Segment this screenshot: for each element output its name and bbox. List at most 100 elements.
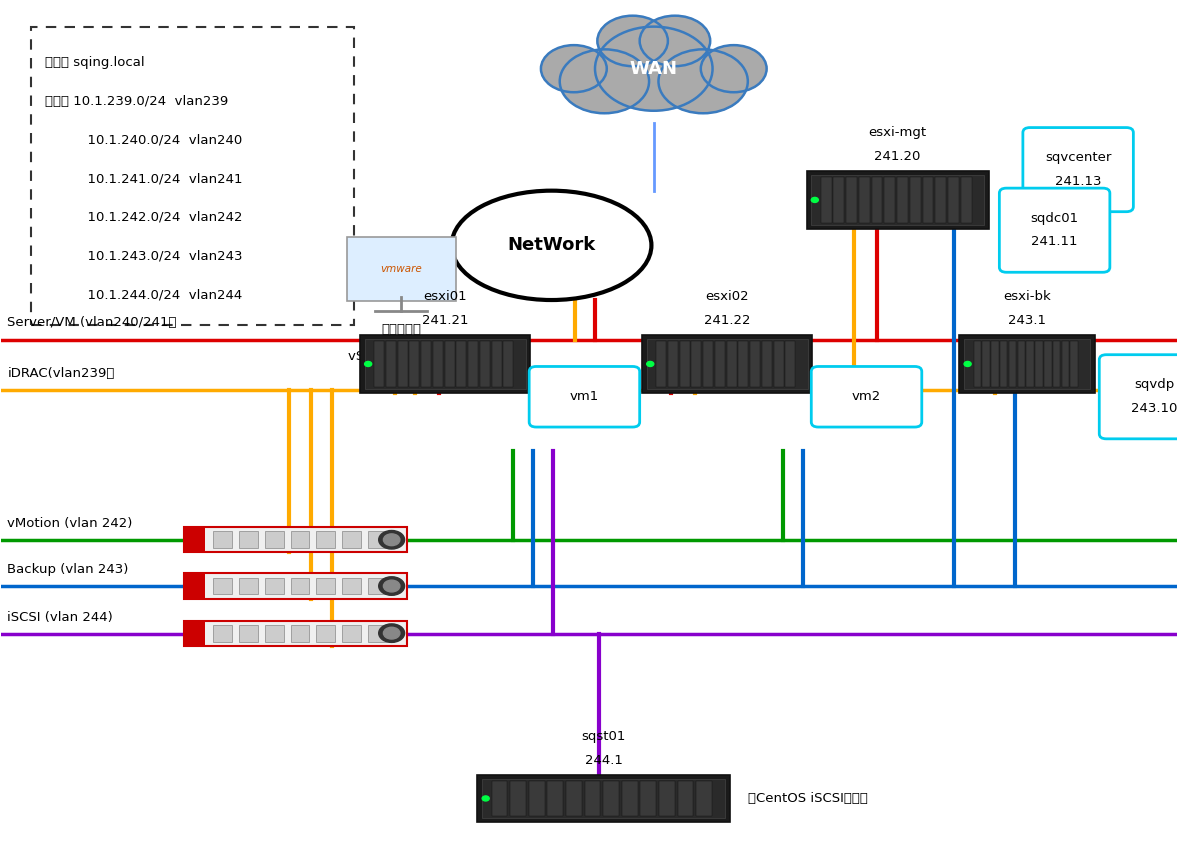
FancyBboxPatch shape — [342, 625, 361, 641]
Text: Backup (vlan 243): Backup (vlan 243) — [7, 563, 129, 576]
FancyBboxPatch shape — [1044, 341, 1051, 387]
Circle shape — [811, 197, 818, 203]
FancyBboxPatch shape — [491, 782, 508, 815]
FancyBboxPatch shape — [491, 341, 502, 387]
FancyBboxPatch shape — [480, 341, 490, 387]
Circle shape — [379, 624, 405, 642]
FancyBboxPatch shape — [1017, 341, 1025, 387]
Text: 网络： 10.1.239.0/24  vlan239: 网络： 10.1.239.0/24 vlan239 — [45, 95, 229, 108]
Text: 241.22: 241.22 — [704, 314, 751, 327]
FancyBboxPatch shape — [964, 338, 1090, 389]
Text: sqvdp: sqvdp — [1134, 378, 1175, 392]
Ellipse shape — [451, 191, 651, 300]
Text: 244.1: 244.1 — [585, 754, 623, 767]
Text: sqvcenter: sqvcenter — [1045, 151, 1112, 165]
Text: 域名： sqing.local: 域名： sqing.local — [45, 56, 144, 69]
FancyBboxPatch shape — [290, 577, 309, 594]
Circle shape — [379, 576, 405, 595]
FancyBboxPatch shape — [1062, 341, 1069, 387]
Circle shape — [964, 361, 971, 366]
FancyBboxPatch shape — [691, 341, 701, 387]
Text: 241.11: 241.11 — [1031, 235, 1077, 248]
Circle shape — [646, 361, 654, 366]
FancyBboxPatch shape — [1035, 341, 1043, 387]
FancyBboxPatch shape — [410, 341, 419, 387]
Text: vm2: vm2 — [852, 390, 881, 403]
FancyBboxPatch shape — [1023, 127, 1133, 212]
FancyBboxPatch shape — [184, 528, 205, 552]
Text: sqst01: sqst01 — [581, 730, 626, 744]
Circle shape — [658, 49, 748, 113]
FancyBboxPatch shape — [368, 532, 387, 549]
FancyBboxPatch shape — [847, 177, 857, 223]
Circle shape — [596, 27, 713, 111]
FancyBboxPatch shape — [677, 782, 694, 815]
Text: （CentOS iSCSI存储）: （CentOS iSCSI存储） — [748, 792, 868, 805]
FancyBboxPatch shape — [1009, 341, 1016, 387]
FancyBboxPatch shape — [811, 175, 984, 225]
FancyBboxPatch shape — [999, 188, 1109, 273]
FancyBboxPatch shape — [884, 177, 895, 223]
Text: 10.1.243.0/24  vlan243: 10.1.243.0/24 vlan243 — [45, 250, 243, 262]
FancyBboxPatch shape — [762, 341, 772, 387]
FancyBboxPatch shape — [983, 341, 990, 387]
FancyBboxPatch shape — [641, 782, 656, 815]
FancyBboxPatch shape — [642, 335, 812, 392]
Text: iDRAC(vlan239）: iDRAC(vlan239） — [7, 367, 115, 380]
FancyBboxPatch shape — [871, 177, 882, 223]
FancyBboxPatch shape — [751, 341, 760, 387]
FancyBboxPatch shape — [422, 341, 431, 387]
FancyBboxPatch shape — [213, 532, 232, 549]
FancyBboxPatch shape — [503, 341, 514, 387]
FancyBboxPatch shape — [368, 625, 387, 641]
FancyBboxPatch shape — [213, 577, 232, 594]
Text: 10.1.241.0/24  vlan241: 10.1.241.0/24 vlan241 — [45, 172, 243, 185]
FancyBboxPatch shape — [948, 177, 959, 223]
FancyBboxPatch shape — [239, 625, 258, 641]
FancyBboxPatch shape — [456, 341, 466, 387]
FancyBboxPatch shape — [715, 341, 725, 387]
Text: iSCSI (vlan 244): iSCSI (vlan 244) — [7, 611, 112, 624]
FancyBboxPatch shape — [368, 577, 387, 594]
FancyBboxPatch shape — [603, 782, 619, 815]
FancyBboxPatch shape — [184, 573, 205, 598]
Circle shape — [384, 580, 400, 592]
Text: 243.10: 243.10 — [1132, 402, 1178, 415]
FancyBboxPatch shape — [566, 782, 581, 815]
Text: NetWork: NetWork — [508, 236, 596, 254]
FancyBboxPatch shape — [239, 532, 258, 549]
FancyBboxPatch shape — [1053, 341, 1061, 387]
Text: vMotion (vlan 242): vMotion (vlan 242) — [7, 517, 133, 530]
FancyBboxPatch shape — [184, 620, 205, 646]
FancyBboxPatch shape — [897, 177, 908, 223]
FancyBboxPatch shape — [646, 338, 807, 389]
FancyBboxPatch shape — [290, 625, 309, 641]
Text: vm1: vm1 — [570, 390, 599, 403]
Circle shape — [482, 796, 489, 801]
Text: 241.13: 241.13 — [1055, 175, 1101, 188]
FancyBboxPatch shape — [659, 782, 675, 815]
FancyBboxPatch shape — [316, 577, 335, 594]
FancyBboxPatch shape — [347, 237, 456, 300]
FancyBboxPatch shape — [468, 341, 478, 387]
FancyBboxPatch shape — [547, 782, 564, 815]
FancyBboxPatch shape — [785, 341, 796, 387]
Circle shape — [541, 45, 606, 92]
FancyBboxPatch shape — [398, 341, 407, 387]
FancyBboxPatch shape — [585, 782, 600, 815]
FancyBboxPatch shape — [184, 528, 407, 552]
Text: 10.1.242.0/24  vlan242: 10.1.242.0/24 vlan242 — [45, 211, 243, 224]
Text: esxi02: esxi02 — [706, 290, 749, 303]
FancyBboxPatch shape — [316, 532, 335, 549]
Circle shape — [639, 16, 710, 66]
FancyBboxPatch shape — [342, 532, 361, 549]
FancyBboxPatch shape — [739, 341, 748, 387]
FancyBboxPatch shape — [991, 341, 998, 387]
FancyBboxPatch shape — [290, 532, 309, 549]
FancyBboxPatch shape — [858, 177, 870, 223]
FancyBboxPatch shape — [444, 341, 455, 387]
Text: 243.1: 243.1 — [1008, 314, 1045, 327]
Text: 客户访问机: 客户访问机 — [381, 322, 422, 336]
Circle shape — [365, 361, 372, 366]
FancyBboxPatch shape — [622, 782, 638, 815]
